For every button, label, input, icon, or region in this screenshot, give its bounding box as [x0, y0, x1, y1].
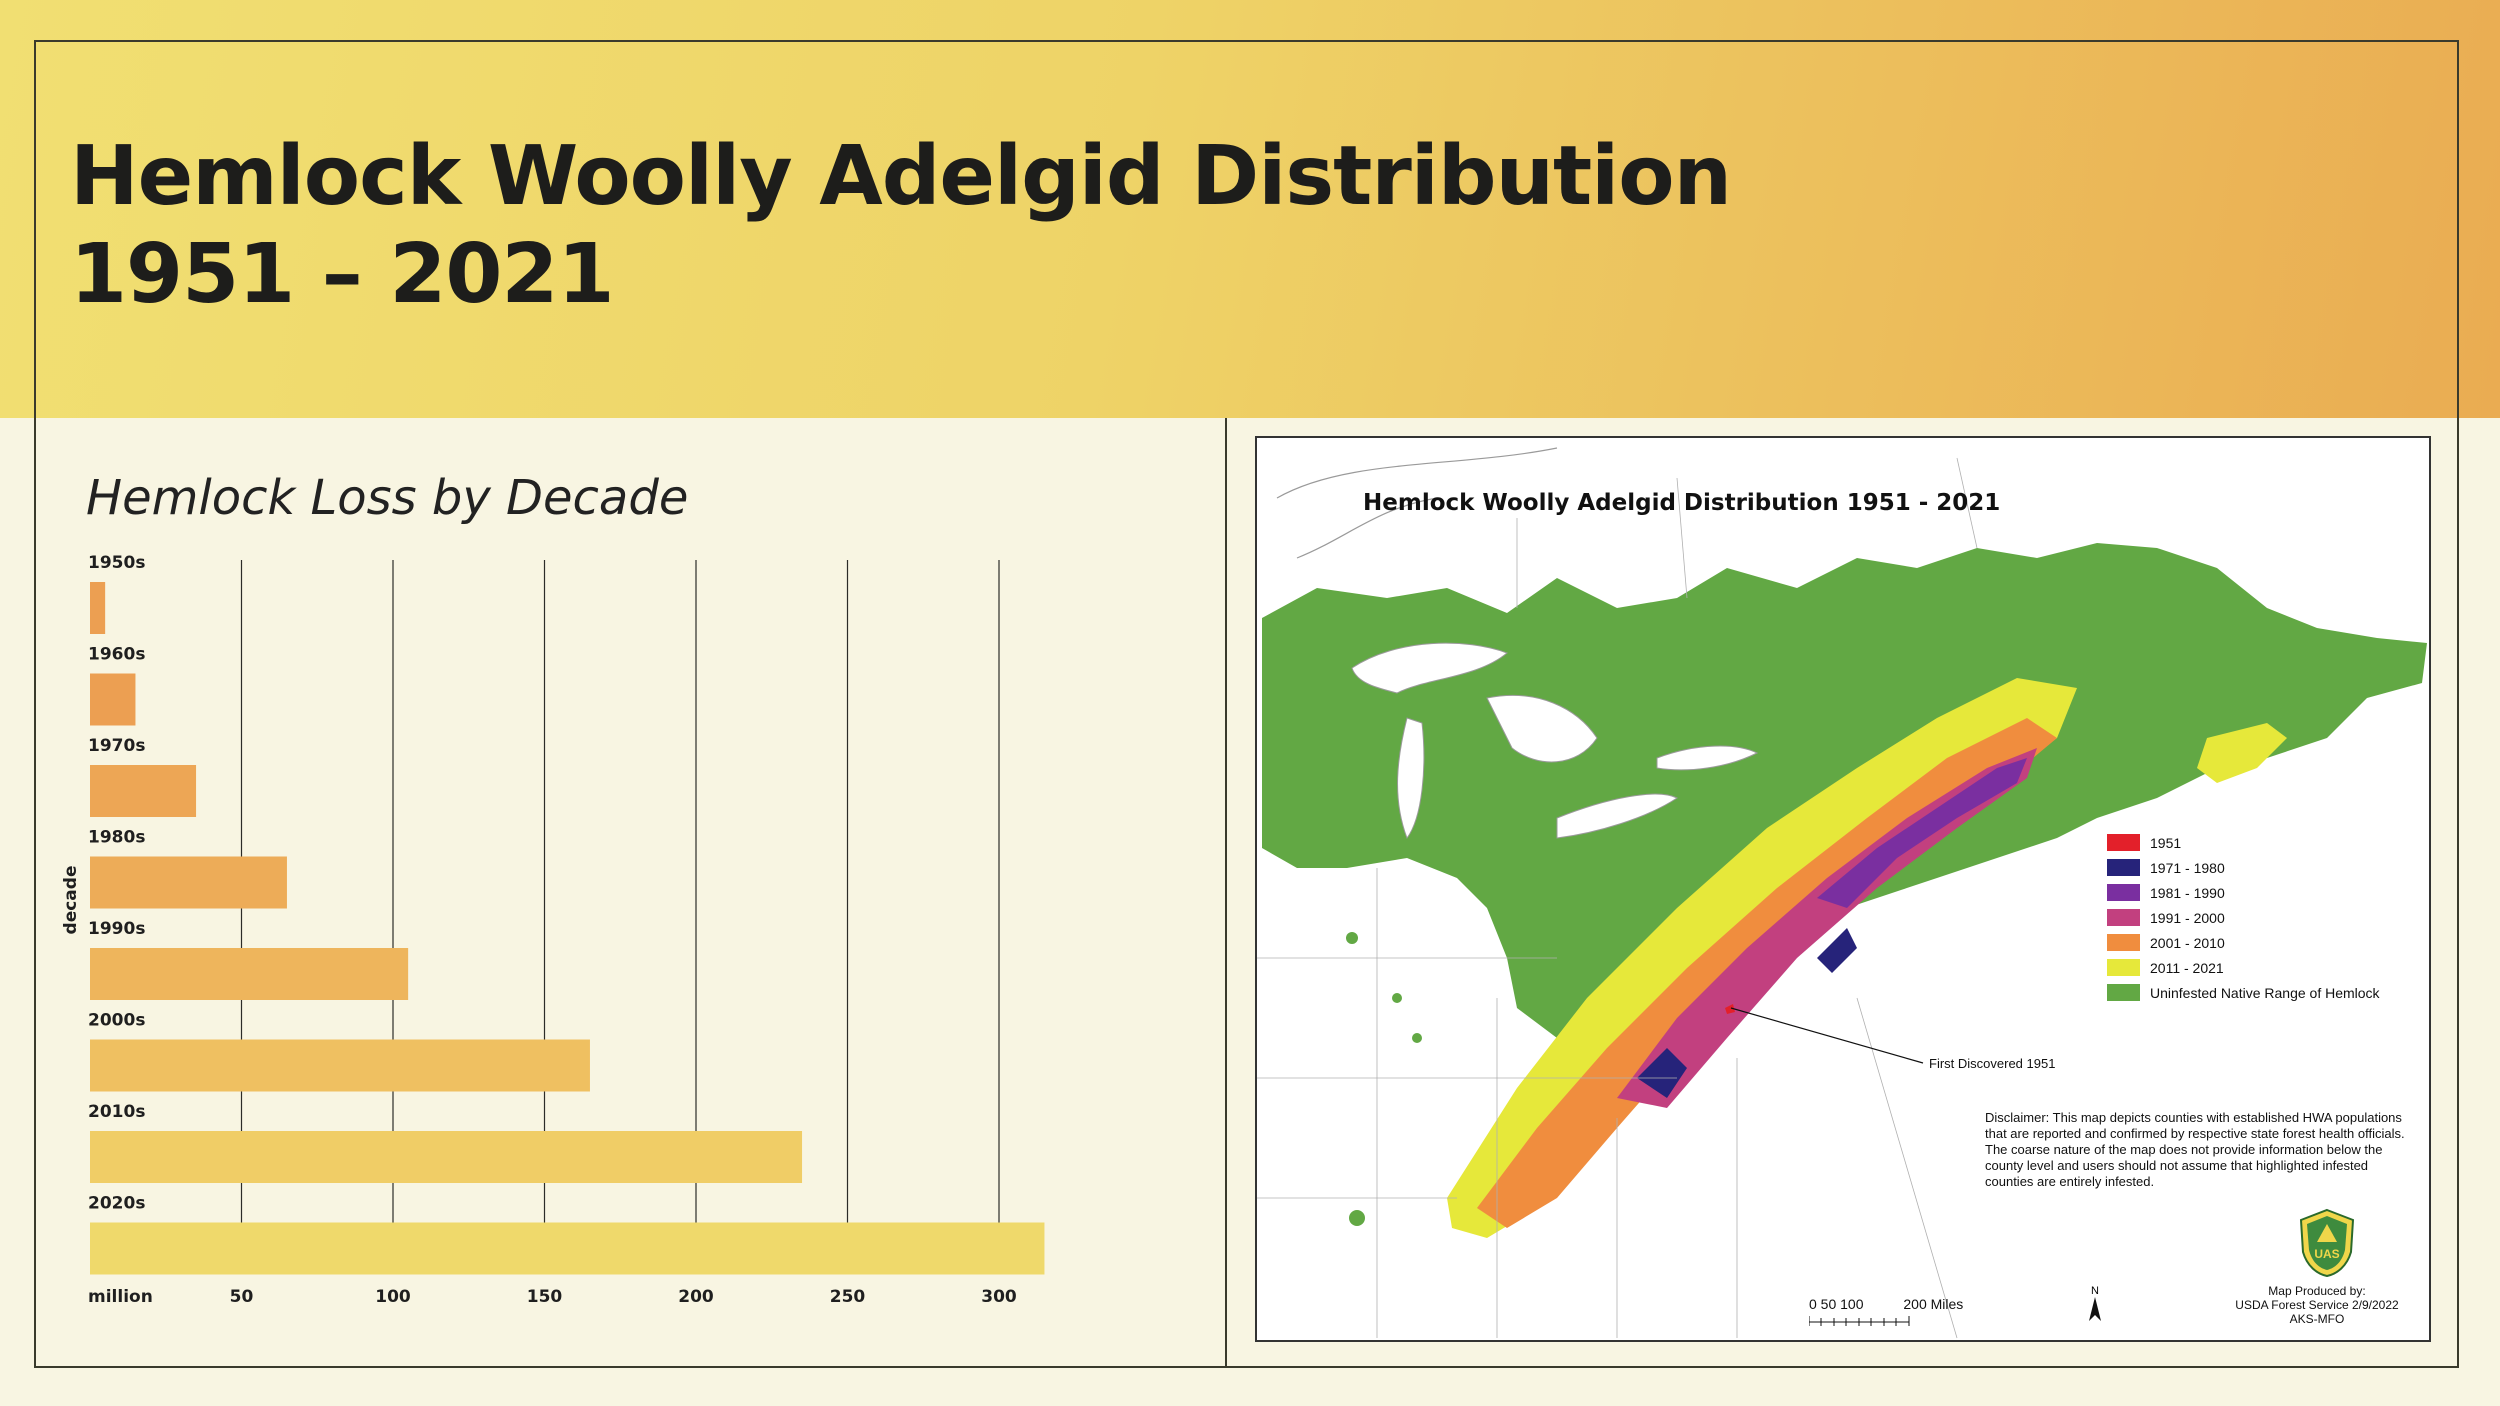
hemlock-patch	[1392, 993, 1402, 1003]
state-borders	[1257, 457, 1978, 1339]
legend-swatch	[2107, 834, 2140, 851]
legend-item: 1991 - 2000	[2107, 905, 2380, 930]
legend-swatch	[2107, 934, 2140, 951]
bar-1970s	[90, 765, 197, 817]
legend-item: 2011 - 2021	[2107, 955, 2380, 980]
x-tick-label: 100	[375, 1287, 411, 1307]
map-legend: 1951 1971 - 1980 1981 - 1990 1991 - 2000 200…	[2107, 830, 2380, 1005]
legend-swatch	[2107, 959, 2140, 976]
lake-huron	[1486, 694, 1598, 763]
category-label: 2000s	[88, 1011, 145, 1031]
hemlock-patch	[1349, 1210, 1365, 1226]
distribution-map: Hemlock Woolly Adelgid Distribution 1951…	[1255, 436, 2431, 1342]
legend-label: 1971 - 1980	[2150, 859, 2225, 876]
band-1971-1980	[1637, 928, 1857, 1098]
category-label: 1980s	[88, 828, 145, 848]
first-discovered-annotation: First Discovered 1951	[1929, 1056, 2056, 1071]
legend-item: Uninfested Native Range of Hemlock	[2107, 980, 2380, 1005]
nova-scotia-region	[2197, 723, 2287, 783]
lake-superior	[1351, 642, 1508, 694]
x-tick-label: 150	[527, 1287, 563, 1307]
legend-item: 1971 - 1980	[2107, 855, 2380, 880]
category-label: 1960s	[88, 645, 145, 665]
hemlock-patch	[1346, 932, 1358, 944]
legend-label: 1951	[2150, 834, 2182, 851]
scale-labels: 0 50 100 200 Miles	[1809, 1296, 2029, 1312]
page-title-line1: Hemlock Woolly Adelgid Distribution	[70, 129, 1732, 224]
annotation-leader	[1730, 1007, 1924, 1064]
bar-1960s	[90, 673, 136, 726]
category-label: 2020s	[88, 1194, 145, 1214]
legend-swatch	[2107, 859, 2140, 876]
page-title-line2: 1951 – 2021	[70, 227, 615, 322]
band-1981-1990	[1817, 758, 2027, 908]
lake-michigan	[1397, 717, 1425, 840]
map-title: Hemlock Woolly Adelgid Distribution 1951…	[1363, 490, 2001, 516]
header-band	[0, 0, 2500, 418]
usfs-shield-logo: UAS	[2299, 1208, 2355, 1278]
map-disclaimer: Disclaimer: This map depicts counties wi…	[1985, 1110, 2405, 1189]
scale-ticks: 0 50 100	[1809, 1296, 1864, 1312]
panel-divider	[1225, 418, 1227, 1368]
x-tick-label: 50	[230, 1287, 254, 1307]
legend-label: 2001 - 2010	[2150, 934, 2225, 951]
map-credit-line2: USDA Forest Service 2/9/2022	[2235, 1298, 2399, 1312]
map-credit-line1: Map Produced by:	[2268, 1284, 2366, 1298]
legend-label: 1981 - 1990	[2150, 884, 2225, 901]
svg-text:UAS: UAS	[2314, 1247, 2339, 1261]
map-credit: Map Produced by: USDA Forest Service 2/9…	[2217, 1284, 2417, 1326]
bar-1990s	[90, 948, 409, 1000]
north-label: N	[2091, 1285, 2099, 1297]
bar-2020s	[90, 1222, 1045, 1275]
bar-1980s	[90, 856, 287, 909]
category-label: 1990s	[88, 919, 145, 939]
x-tick-label: 250	[830, 1287, 866, 1307]
category-label: 2010s	[88, 1102, 145, 1122]
bar-2010s	[90, 1131, 803, 1183]
legend-swatch	[2107, 909, 2140, 926]
page-title: Hemlock Woolly Adelgid Distribution 1951…	[70, 128, 1732, 324]
map-credit-line3: AKS-MFO	[2289, 1312, 2345, 1326]
bar-1950s	[90, 582, 106, 634]
y-axis-title: decade	[61, 866, 81, 935]
poster-frame	[34, 40, 2459, 1368]
chart-title: Hemlock Loss by Decade	[86, 470, 689, 526]
legend-item: 1981 - 1990	[2107, 880, 2380, 905]
bar-2000s	[90, 1039, 590, 1092]
band-1951	[1725, 1004, 1735, 1014]
legend-label: Uninfested Native Range of Hemlock	[2150, 984, 2380, 1001]
lake-erie	[1556, 793, 1678, 839]
band-1991-2000	[1617, 748, 2037, 1108]
legend-label: 1991 - 2000	[2150, 909, 2225, 926]
legend-label: 2011 - 2021	[2150, 959, 2224, 976]
north-arrow: N	[2087, 1285, 2103, 1327]
lake-ontario	[1656, 745, 1759, 771]
category-label: 1970s	[88, 736, 145, 756]
legend-item: 1951	[2107, 830, 2380, 855]
scale-end: 200 Miles	[1903, 1296, 1964, 1312]
scale-bar	[1809, 1316, 1910, 1326]
category-label: 1950s	[88, 553, 145, 573]
legend-swatch	[2107, 884, 2140, 901]
x-tick-label: 200	[678, 1287, 714, 1307]
legend-swatch	[2107, 984, 2140, 1001]
legend-item: 2001 - 2010	[2107, 930, 2380, 955]
x-tick-label: 300	[981, 1287, 1017, 1307]
x-axis-title: million	[88, 1287, 153, 1307]
north-arrow-icon	[2089, 1297, 2101, 1321]
hemlock-patch	[1412, 1033, 1422, 1043]
map-graphic	[1257, 438, 2429, 1340]
northern-coastline	[1276, 447, 1558, 559]
hemlock-loss-bar-chart: 1950s 1960s 1970s 1980s 1990s 2000s 2010s 2020s…	[61, 553, 1045, 1307]
